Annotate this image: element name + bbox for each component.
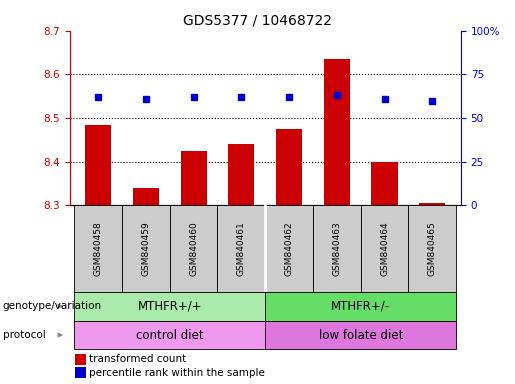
Text: GDS5377 / 10468722: GDS5377 / 10468722 xyxy=(183,13,332,27)
Bar xyxy=(75,367,86,378)
Text: GSM840462: GSM840462 xyxy=(285,221,294,276)
Bar xyxy=(276,129,302,205)
Bar xyxy=(180,151,207,205)
Bar xyxy=(265,292,456,321)
Text: GSM840464: GSM840464 xyxy=(380,221,389,276)
Bar xyxy=(265,321,456,349)
Text: percentile rank within the sample: percentile rank within the sample xyxy=(89,368,265,378)
Text: MTHFR+/+: MTHFR+/+ xyxy=(138,300,202,313)
Text: GSM840463: GSM840463 xyxy=(332,221,341,276)
Bar xyxy=(324,59,350,205)
Bar xyxy=(360,205,408,292)
Text: transformed count: transformed count xyxy=(89,354,186,364)
Bar xyxy=(75,354,86,365)
Text: protocol: protocol xyxy=(3,330,45,340)
Bar xyxy=(74,205,122,292)
Bar xyxy=(133,188,159,205)
Text: GSM840465: GSM840465 xyxy=(428,221,437,276)
Text: MTHFR+/-: MTHFR+/- xyxy=(331,300,390,313)
Bar xyxy=(419,203,445,205)
Bar xyxy=(265,205,313,292)
Bar xyxy=(408,205,456,292)
Bar xyxy=(170,205,217,292)
Text: low folate diet: low folate diet xyxy=(318,329,403,341)
Bar xyxy=(371,162,398,205)
Bar xyxy=(74,292,265,321)
Text: GSM840458: GSM840458 xyxy=(94,221,102,276)
Bar xyxy=(228,144,254,205)
Text: GSM840461: GSM840461 xyxy=(237,221,246,276)
Bar xyxy=(313,205,360,292)
Text: genotype/variation: genotype/variation xyxy=(3,301,101,311)
Text: GSM840460: GSM840460 xyxy=(189,221,198,276)
Bar xyxy=(85,125,111,205)
Text: GSM840459: GSM840459 xyxy=(142,221,150,276)
Text: control diet: control diet xyxy=(136,329,203,341)
Bar xyxy=(74,321,265,349)
Bar xyxy=(122,205,170,292)
Bar xyxy=(217,205,265,292)
